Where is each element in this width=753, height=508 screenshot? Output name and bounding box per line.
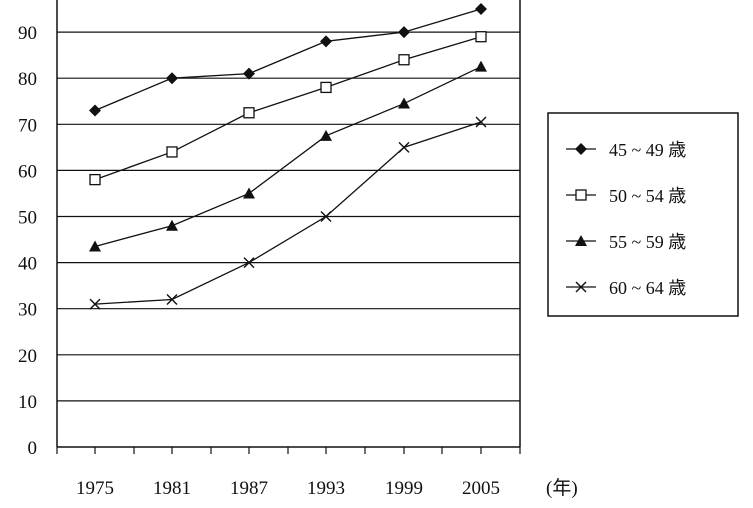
series-2-point-1975 [89, 173, 101, 186]
series-3-point-1999 [398, 97, 410, 109]
series-1-point-1975 [89, 104, 101, 117]
legend-entry-3: 55 ~ 59 歳 [566, 232, 686, 252]
legend-swatch-marker-4-stroke-b [575, 281, 587, 293]
series-1-point-2005 [475, 3, 487, 16]
y-tick-label-0: 0 [28, 438, 38, 459]
legend-entry-2: 50 ~ 54 歳 [566, 186, 686, 206]
series-2-point-2005 [475, 31, 487, 43]
legend-swatch-marker-1 [575, 143, 587, 155]
legend-swatch-marker-3 [575, 235, 587, 246]
legend: 45 ~ 49 歳 50 ~ 54 歳 55 ~ 59 歳 60 ~ 64 歳 [547, 112, 739, 317]
series-4-point-2005 [475, 116, 487, 128]
legend-label-4: 60 ~ 64 歳 [609, 278, 686, 298]
y-tick-label-20: 20 [18, 346, 37, 367]
x-tick-label-2005: 2005 [462, 478, 500, 499]
y-tick-label-80: 80 [18, 69, 37, 90]
series-2 [89, 31, 487, 186]
series-1-point-1993 [320, 35, 332, 48]
y-axis-tick-labels: 0 10 20 30 40 50 60 70 80 90 [18, 23, 37, 459]
series-3 [89, 60, 487, 252]
y-tick-label-10: 10 [18, 392, 37, 413]
series-lines [89, 3, 487, 310]
series-3-point-2005 [475, 60, 487, 72]
series-1-point-1981 [166, 72, 178, 85]
y-tick-label-40: 40 [18, 254, 37, 275]
series-3-point-1975 [89, 240, 101, 252]
gridlines [57, 31, 520, 402]
series-4-point-1987-stroke-b [243, 257, 255, 269]
x-axis-label: (年) [546, 477, 578, 499]
series-2-line [94, 36, 482, 181]
series-4-point-1993-stroke-b [320, 211, 332, 222]
series-3-line [94, 66, 482, 248]
x-tick-label-1981: 1981 [153, 478, 191, 499]
series-2-point-1981 [166, 146, 178, 158]
legend-label-3: 55 ~ 59 歳 [609, 232, 686, 252]
series-2-point-1999 [398, 54, 410, 66]
legend-entry-4: 60 ~ 64 歳 [566, 278, 686, 298]
series-4-point-1975 [89, 298, 101, 310]
series-2-point-1987 [243, 107, 255, 119]
legend-label-2: 50 ~ 54 歳 [609, 186, 686, 206]
x-tick-label-1975: 1975 [76, 478, 114, 499]
series-3-point-1993 [320, 129, 332, 141]
series-1-point-1999 [398, 26, 410, 39]
axes [56, 0, 521, 454]
legend-swatch-marker-4 [575, 281, 587, 293]
series-4-point-1993 [320, 211, 332, 222]
legend-swatch-marker-2 [575, 189, 587, 201]
x-tick-label-1999: 1999 [385, 478, 423, 499]
x-tick-label-1987: 1987 [230, 478, 268, 499]
y-tick-label-60: 60 [18, 161, 37, 182]
series-4-line [94, 121, 482, 305]
y-tick-label-90: 90 [18, 23, 37, 44]
legend-label-1: 45 ~ 49 歳 [609, 140, 686, 160]
series-3-point-1981 [166, 219, 178, 231]
series-3-point-1987 [243, 187, 255, 199]
series-4-point-1987 [243, 257, 255, 269]
series-2-point-1993 [320, 81, 332, 94]
y-tick-label-30: 30 [18, 300, 37, 321]
series-4-point-1981-stroke-b [166, 293, 178, 305]
series-4 [89, 116, 487, 310]
series-4-point-1999-stroke-b [398, 141, 410, 153]
series-1 [89, 3, 487, 117]
x-axis-tick-labels: 1975 1981 1987 1993 1999 2005 [76, 478, 500, 499]
y-tick-label-70: 70 [18, 115, 37, 136]
series-4-point-1999 [398, 141, 410, 153]
series-4-point-1975-stroke-b [89, 298, 101, 310]
series-1-point-1987 [243, 67, 255, 80]
series-1-line [94, 8, 482, 112]
x-tick-label-1993: 1993 [307, 478, 345, 499]
series-4-point-1981 [166, 293, 178, 305]
y-tick-label-50: 50 [18, 208, 37, 229]
series-4-point-2005-stroke-b [475, 116, 487, 128]
legend-entry-1: 45 ~ 49 歳 [566, 140, 686, 160]
